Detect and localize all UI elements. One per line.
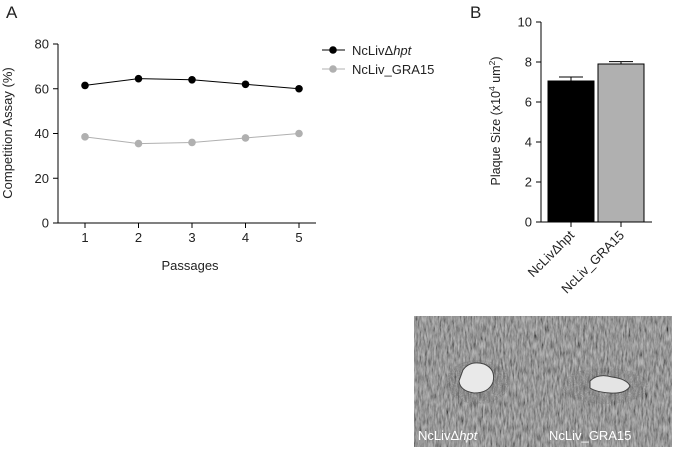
line-x-tick-label: 3 <box>188 230 195 245</box>
photo-label-gra15: NcLiv_GRA15 <box>549 428 631 443</box>
series-1-point <box>241 80 250 89</box>
panel-a-label: A <box>6 3 18 22</box>
photo-label-hpt: NcLivΔhpt <box>418 428 479 443</box>
legend-label-hpt: NcLivΔhpt <box>352 43 413 58</box>
legend-marker-hpt <box>329 46 337 54</box>
line-y-axis-label: Competition Assay (%) <box>0 67 15 199</box>
bar-y-tick-label: 10 <box>518 15 532 30</box>
line-x-tick-label: 4 <box>242 230 249 245</box>
series-1-point <box>81 81 89 90</box>
micrograph-photo: NcLivΔhpt NcLiv_GRA15 <box>414 316 672 447</box>
line-y-tick-label: 0 <box>42 216 49 231</box>
series-1-point <box>295 84 303 93</box>
bar-2 <box>597 63 645 223</box>
legend-label-gra15: NcLiv_GRA15 <box>352 62 434 77</box>
plaque-right <box>589 375 631 394</box>
line-y-tick-label: 20 <box>35 171 49 186</box>
line-legend: NcLivΔhpt NcLiv_GRA15 <box>322 43 434 77</box>
line-x-axis-label: Passages <box>161 258 219 273</box>
line-y-tick-label: 80 <box>35 37 49 52</box>
line-y-tick-label: 40 <box>35 126 49 141</box>
line-chart: 0 20 40 60 80 1 2 3 4 5 Passages Competition Ass… <box>0 37 434 274</box>
series-1-point <box>134 74 143 83</box>
bar-y-tick-label: 2 <box>525 175 532 190</box>
series-2-point <box>134 139 143 148</box>
line-y-tick-label: 60 <box>35 81 49 96</box>
series-2-point <box>188 138 196 147</box>
bar-y-axis-label: Plaque Size (x104 um2) <box>487 57 503 186</box>
bar-y-tick-label: 4 <box>525 135 532 150</box>
legend-marker-gra15 <box>329 65 337 73</box>
line-x-tick-label: 1 <box>81 230 88 245</box>
series-2-point <box>81 133 89 141</box>
bar-1 <box>547 80 595 223</box>
panel-b-label: B <box>470 3 481 22</box>
line-x-tick-label: 5 <box>295 230 302 245</box>
series-2-point <box>241 134 250 142</box>
line-x-tick-label: 2 <box>135 230 142 245</box>
bar-category-label: NcLivΔhpt <box>525 227 578 280</box>
plaque-left <box>458 362 495 394</box>
bar-y-tick-label: 0 <box>525 215 532 230</box>
series-1-point <box>188 76 196 84</box>
bar-y-tick-label: 6 <box>525 95 532 110</box>
bar-y-tick-label: 8 <box>525 55 532 70</box>
series-2-point <box>295 129 303 138</box>
